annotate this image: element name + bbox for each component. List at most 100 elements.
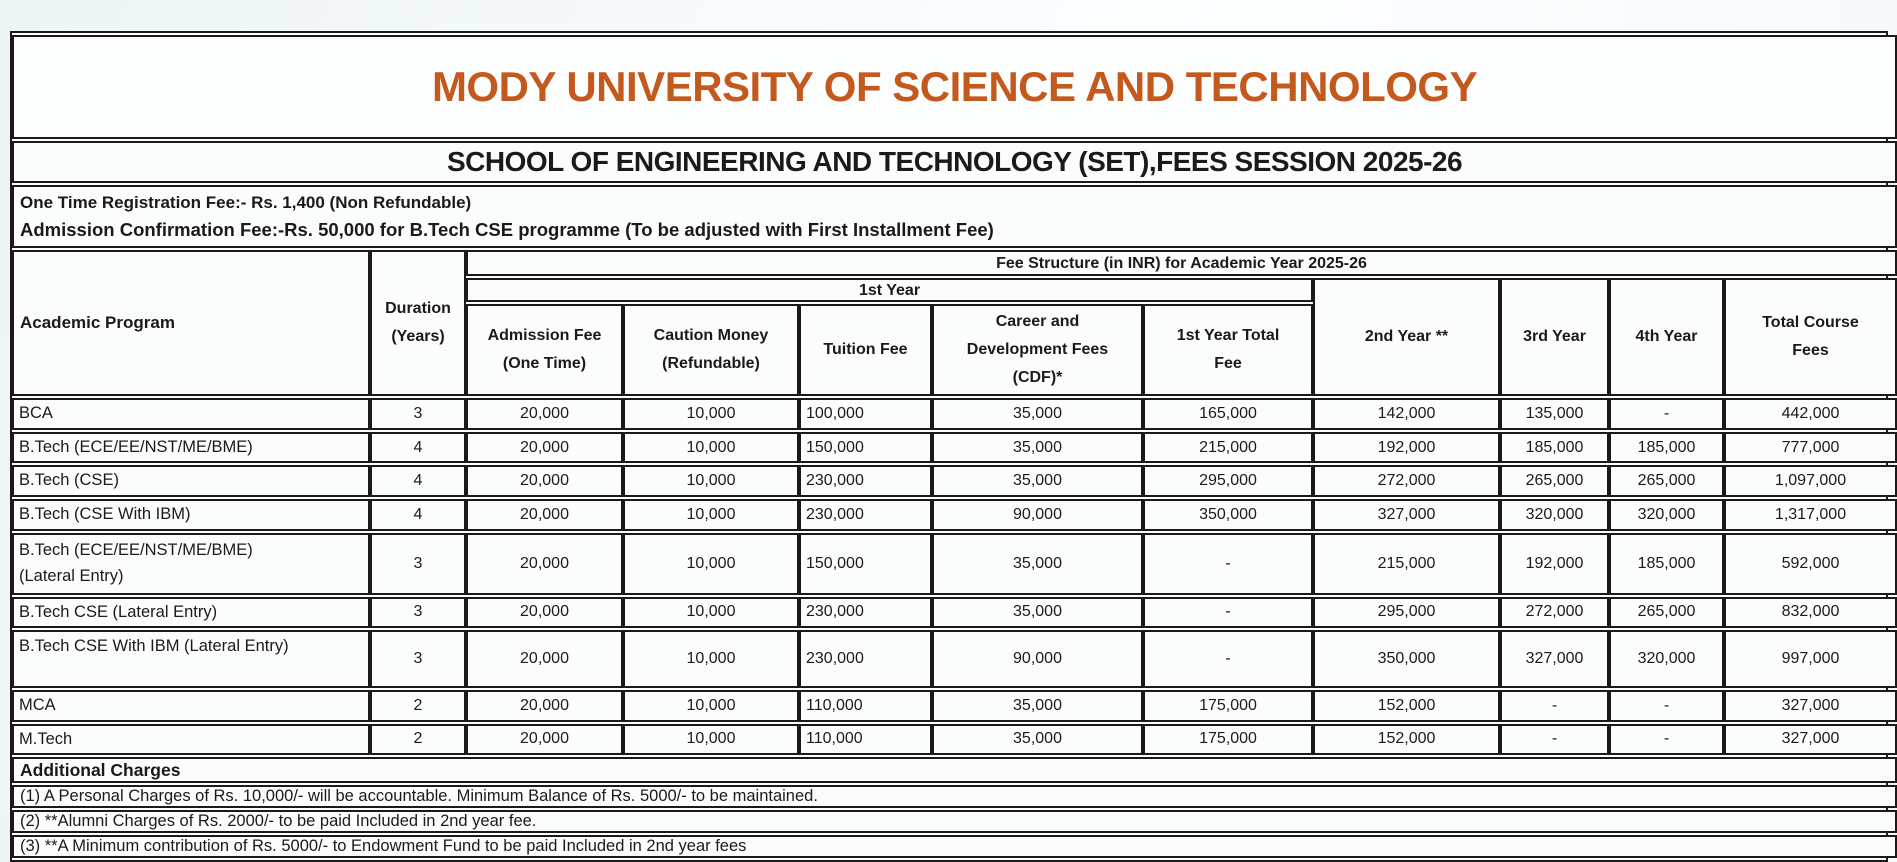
fee-cell-second-year: 192,000: [1313, 431, 1500, 464]
program-cell: B.Tech (ECE/EE/NST/ME/BME) (Lateral Entr…: [12, 532, 370, 595]
fee-cell-first-year-total: -: [1143, 596, 1313, 629]
fee-cell-first-year-total: 295,000: [1143, 465, 1313, 497]
fee-cell-admission: 20,000: [466, 465, 623, 497]
program-cell: B.Tech (CSE): [12, 465, 370, 497]
fee-row: B.Tech (CSE) 4 20,000 10,000 230,000 35,000 29…: [12, 465, 1897, 497]
fee-row: MCA 2 20,000 10,000 110,000 35,000 175,000 152,…: [12, 690, 1897, 722]
fee-cell-total: 327,000: [1724, 723, 1897, 756]
fee-cell-tuition: 230,000: [799, 596, 932, 629]
fee-cell-total: 1,097,000: [1724, 465, 1897, 497]
fee-cell-duration: 3: [370, 532, 466, 595]
fee-cell-first-year-total: 215,000: [1143, 431, 1313, 464]
fee-cell-caution: 10,000: [623, 398, 799, 430]
fee-row: B.Tech (CSE With IBM) 4 20,000 10,000 230,00…: [12, 498, 1897, 531]
confirmation-fee-line: Admission Confirmation Fee:-Rs. 50,000 f…: [20, 218, 994, 240]
fee-cell-caution: 10,000: [623, 498, 799, 531]
subtitle-row: SCHOOL OF ENGINEERING AND TECHNOLOGY (SE…: [12, 141, 1897, 183]
fee-cell-cdf: 90,000: [932, 498, 1143, 531]
fee-cell-duration: 4: [370, 431, 466, 464]
program-cell: B.Tech CSE (Lateral Entry): [12, 596, 370, 629]
column-header-duration: Duration (Years): [370, 250, 466, 397]
fee-cell-first-year-total: 175,000: [1143, 690, 1313, 722]
university-title: MODY UNIVERSITY OF SCIENCE AND TECHNOLOG…: [12, 35, 1897, 139]
school-session-title: SCHOOL OF ENGINEERING AND TECHNOLOGY (SE…: [12, 141, 1897, 183]
fee-cell-admission: 20,000: [466, 596, 623, 629]
fee-cell-caution: 10,000: [623, 431, 799, 464]
note-row: (3) **A Minimum contribution of Rs. 5000…: [12, 835, 1897, 859]
column-header-admission-fee: Admission Fee (One Time): [466, 304, 623, 397]
fee-cell-caution: 10,000: [623, 630, 799, 689]
fee-row: M.Tech 2 20,000 10,000 110,000 35,000 175,000 1…: [12, 723, 1897, 756]
fee-cell-fourth-year: -: [1609, 690, 1724, 722]
fee-cell-tuition: 150,000: [799, 532, 932, 595]
column-header-cdf: Career and Development Fees (CDF)*: [932, 304, 1143, 397]
fee-cell-caution: 10,000: [623, 596, 799, 629]
fee-row: B.Tech (ECE/EE/NST/ME/BME) (Lateral Entr…: [12, 532, 1897, 595]
fee-cell-total: 442,000: [1724, 398, 1897, 430]
fee-cell-tuition: 230,000: [799, 630, 932, 689]
column-header-academic-program: Academic Program: [12, 250, 370, 397]
fee-cell-second-year: 152,000: [1313, 723, 1500, 756]
fee-cell-third-year: 135,000: [1500, 398, 1609, 430]
fee-cell-cdf: 35,000: [932, 398, 1143, 430]
fee-cell-fourth-year: 265,000: [1609, 465, 1724, 497]
fee-cell-second-year: 142,000: [1313, 398, 1500, 430]
info-row: One Time Registration Fee:- Rs. 1,400 (N…: [12, 185, 1897, 249]
fee-cell-fourth-year: 185,000: [1609, 532, 1724, 595]
fee-cell-third-year: 192,000: [1500, 532, 1609, 595]
fees-table: MODY UNIVERSITY OF SCIENCE AND TECHNOLOG…: [12, 33, 1897, 860]
fee-cell-cdf: 35,000: [932, 532, 1143, 595]
fee-cell-caution: 10,000: [623, 532, 799, 595]
fee-cell-third-year: 265,000: [1500, 465, 1609, 497]
fee-cell-fourth-year: -: [1609, 398, 1724, 430]
fee-cell-caution: 10,000: [623, 690, 799, 722]
fee-cell-tuition: 110,000: [799, 723, 932, 756]
fee-cell-tuition: 110,000: [799, 690, 932, 722]
fee-cell-third-year: 327,000: [1500, 630, 1609, 689]
fee-cell-admission: 20,000: [466, 398, 623, 430]
fee-cell-fourth-year: 320,000: [1609, 498, 1724, 531]
fee-cell-cdf: 35,000: [932, 431, 1143, 464]
fee-cell-first-year-total: 175,000: [1143, 723, 1313, 756]
fee-cell-second-year: 295,000: [1313, 596, 1500, 629]
fee-cell-third-year: -: [1500, 690, 1609, 722]
fee-cell-duration: 4: [370, 465, 466, 497]
fee-info-block: One Time Registration Fee:- Rs. 1,400 (N…: [12, 185, 1897, 249]
header-row-sub-columns: Admission Fee (One Time) Caution Money (…: [12, 304, 1897, 397]
fee-cell-fourth-year: 320,000: [1609, 630, 1724, 689]
fees-document-sheet: MODY UNIVERSITY OF SCIENCE AND TECHNOLOG…: [10, 31, 1897, 862]
fee-cell-total: 832,000: [1724, 596, 1897, 629]
fee-cell-first-year-total: 350,000: [1143, 498, 1313, 531]
fee-cell-second-year: 152,000: [1313, 690, 1500, 722]
note-personal-charges: (1) A Personal Charges of Rs. 10,000/- w…: [12, 785, 1897, 809]
fee-cell-third-year: 185,000: [1500, 431, 1609, 464]
note-alumni-charges: (2) **Alumni Charges of Rs. 2000/- to be…: [12, 810, 1897, 834]
column-header-caution-money: Caution Money (Refundable): [623, 304, 799, 397]
column-header-first-year-total: 1st Year Total Fee: [1143, 304, 1313, 397]
program-cell: B.Tech CSE With IBM (Lateral Entry): [12, 630, 370, 689]
fee-cell-total: 1,317,000: [1724, 498, 1897, 531]
fee-cell-fourth-year: -: [1609, 723, 1724, 756]
fee-cell-cdf: 90,000: [932, 630, 1143, 689]
program-cell: MCA: [12, 690, 370, 722]
column-header-third-year: 3rd Year: [1500, 278, 1609, 397]
fee-cell-first-year-total: -: [1143, 630, 1313, 689]
fee-cell-fourth-year: 185,000: [1609, 431, 1724, 464]
fee-cell-second-year: 327,000: [1313, 498, 1500, 531]
fee-cell-caution: 10,000: [623, 465, 799, 497]
header-fee-structure: Fee Structure (in INR) for Academic Year…: [466, 250, 1897, 277]
fee-cell-admission: 20,000: [466, 431, 623, 464]
fee-cell-tuition: 230,000: [799, 498, 932, 531]
fee-row: B.Tech CSE With IBM (Lateral Entry) 3 20,0…: [12, 630, 1897, 689]
fee-cell-third-year: 272,000: [1500, 596, 1609, 629]
note-row: (2) **Alumni Charges of Rs. 2000/- to be…: [12, 810, 1897, 834]
fee-cell-third-year: -: [1500, 723, 1609, 756]
note-row: (1) A Personal Charges of Rs. 10,000/- w…: [12, 785, 1897, 809]
fee-cell-fourth-year: 265,000: [1609, 596, 1724, 629]
column-header-tuition-fee: Tuition Fee: [799, 304, 932, 397]
fee-cell-second-year: 272,000: [1313, 465, 1500, 497]
fee-cell-total: 777,000: [1724, 431, 1897, 464]
fee-cell-cdf: 35,000: [932, 690, 1143, 722]
fee-cell-duration: 3: [370, 630, 466, 689]
fee-cell-tuition: 100,000: [799, 398, 932, 430]
